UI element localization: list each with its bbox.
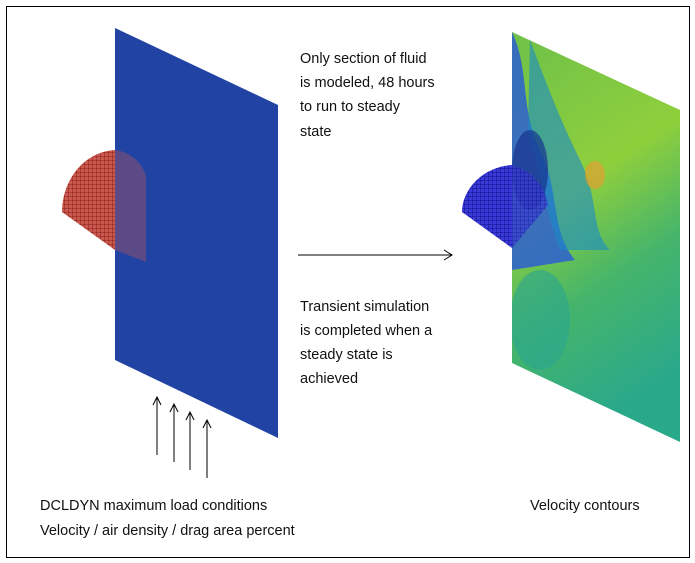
note-line: state: [300, 124, 331, 140]
note-line: to run to steady: [300, 99, 401, 115]
note-line: is completed when a: [300, 323, 433, 339]
dome: [62, 150, 115, 250]
note-line: steady state is: [300, 347, 393, 363]
caption: Velocity / air density / drag area perce…: [40, 523, 295, 539]
note-line: Transient simulation: [300, 299, 429, 315]
dome: [462, 165, 512, 248]
note-line: Only section of fluid: [300, 51, 427, 67]
caption: DCLDYN maximum load conditions: [40, 498, 267, 514]
caption: Velocity contours: [530, 498, 640, 514]
note-line: is modeled, 48 hours: [300, 75, 435, 91]
velocity-panel: [500, 30, 690, 450]
diagram: Only section of fluid is modeled, 48 hou…: [0, 0, 695, 563]
note-line: achieved: [300, 371, 358, 387]
dome-shadow: [115, 150, 146, 262]
